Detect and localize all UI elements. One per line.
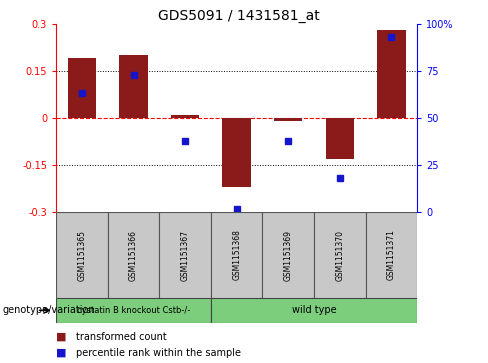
Text: cystatin B knockout Cstb-/-: cystatin B knockout Cstb-/- [77, 306, 190, 315]
Text: transformed count: transformed count [76, 331, 166, 342]
Bar [366, 212, 417, 298]
Text: GDS5091 / 1431581_at: GDS5091 / 1431581_at [158, 9, 320, 23]
Bar [56, 212, 108, 298]
Bar [211, 212, 263, 298]
Bar [108, 212, 159, 298]
Text: GSM1151371: GSM1151371 [387, 229, 396, 281]
Bar [120, 55, 148, 118]
Bar [314, 212, 366, 298]
Bar [274, 118, 303, 121]
Text: GSM1151369: GSM1151369 [284, 229, 293, 281]
Text: GSM1151366: GSM1151366 [129, 229, 138, 281]
Text: genotype/variation: genotype/variation [2, 305, 95, 315]
Bar [325, 118, 354, 159]
Bar [56, 298, 211, 323]
Text: ■: ■ [56, 331, 67, 342]
Bar [159, 212, 211, 298]
Bar [223, 118, 251, 187]
Text: wild type: wild type [292, 305, 336, 315]
Text: GSM1151367: GSM1151367 [181, 229, 190, 281]
Text: GSM1151368: GSM1151368 [232, 229, 241, 281]
Text: ■: ■ [56, 348, 67, 358]
Bar [68, 58, 96, 118]
Bar [171, 115, 199, 118]
Bar [377, 30, 406, 118]
Bar [263, 212, 314, 298]
Text: GSM1151365: GSM1151365 [78, 229, 86, 281]
Text: GSM1151370: GSM1151370 [335, 229, 345, 281]
Bar [211, 298, 417, 323]
Text: percentile rank within the sample: percentile rank within the sample [76, 348, 241, 358]
